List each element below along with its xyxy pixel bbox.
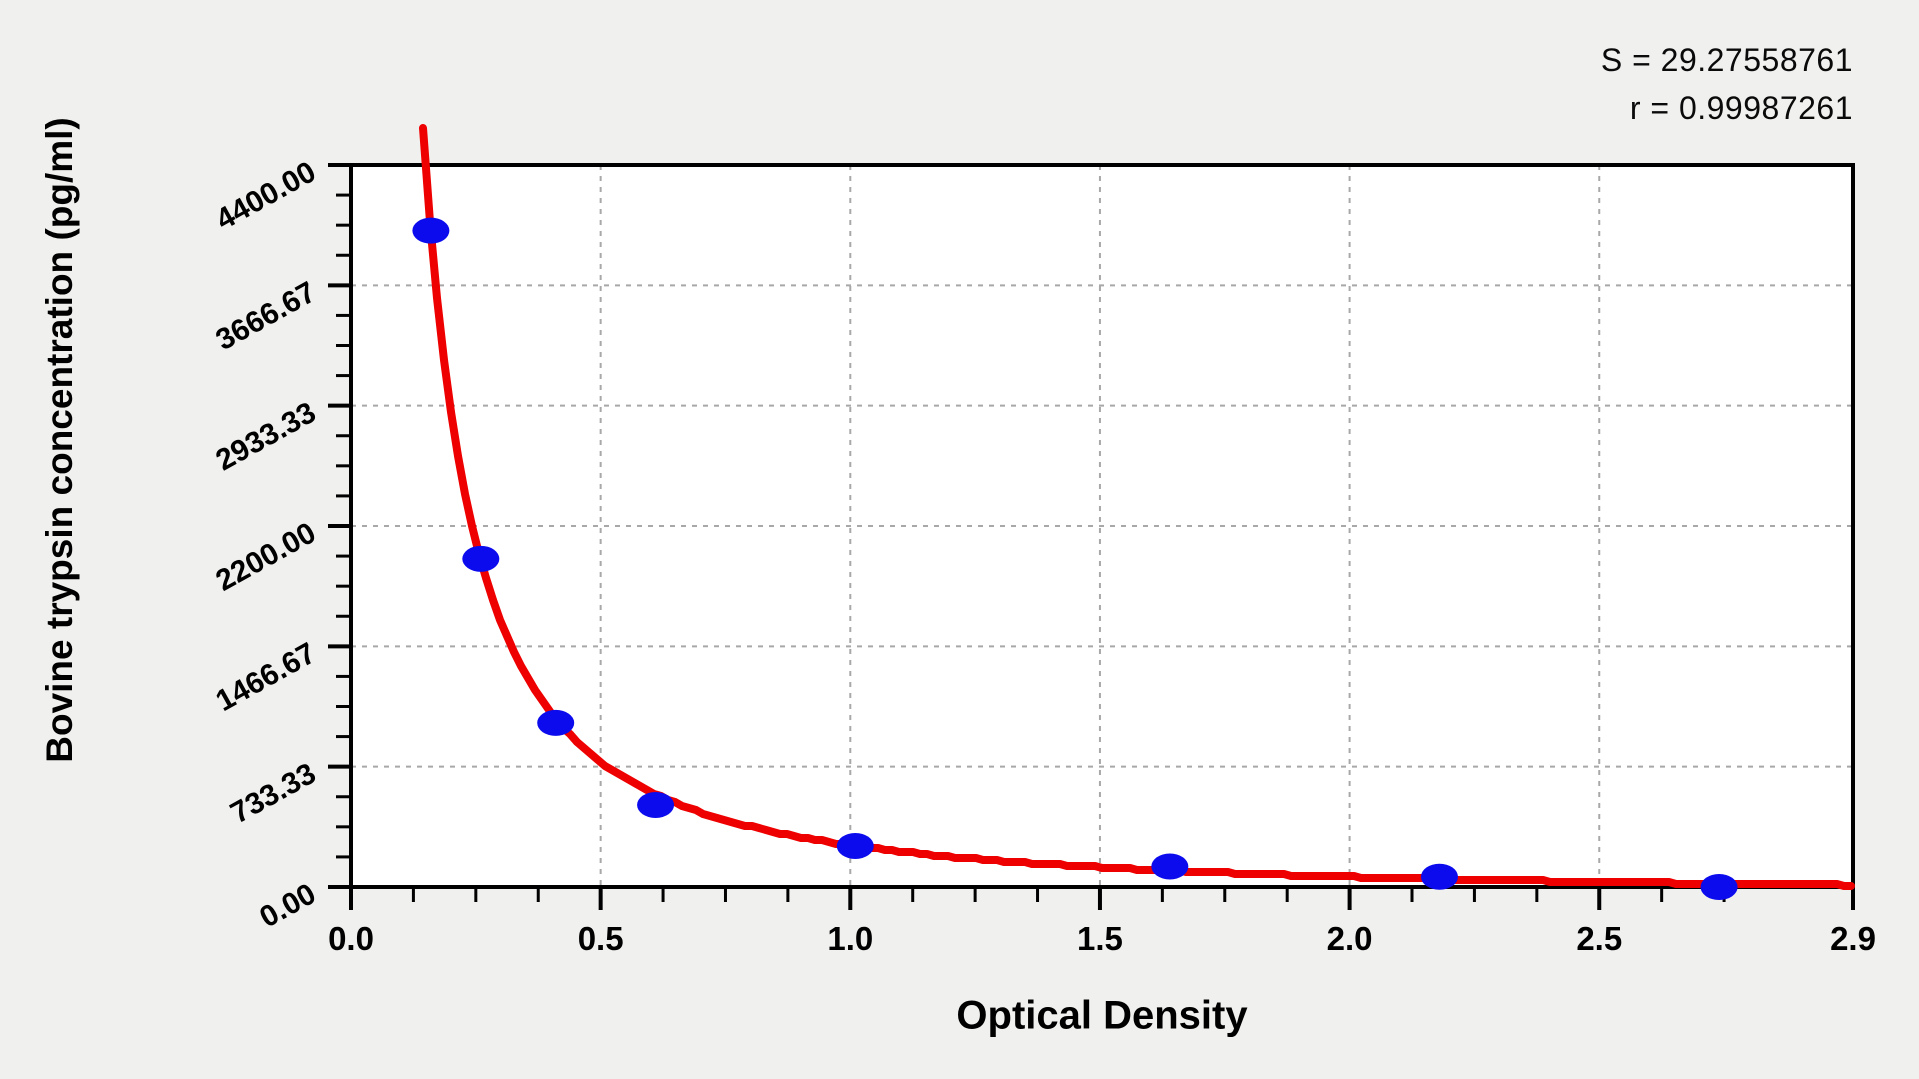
data-point [537, 709, 575, 736]
stats-r-value: r = 0.99987261 [1629, 90, 1853, 126]
data-point [1420, 863, 1458, 890]
y-tick-label: 3666.67 [211, 276, 322, 357]
y-tick-label: 2200.00 [211, 516, 322, 597]
stats-s-value: S = 29.27558761 [1600, 42, 1853, 78]
y-tick-label: 1466.67 [211, 637, 322, 718]
y-tick-label: 0.00 [254, 877, 321, 934]
data-point [1151, 853, 1189, 880]
x-tick-label: 1.5 [1077, 920, 1123, 957]
data-point [637, 791, 675, 818]
data-point [412, 217, 450, 244]
fit-statistics: S = 29.27558761 r = 0.99987261 [1601, 36, 1853, 132]
x-axis-title: Optical Density [956, 993, 1248, 1038]
plot-frame [349, 163, 1855, 889]
x-tick-label: 2.5 [1576, 920, 1622, 957]
x-tick-label: 0.0 [328, 920, 374, 957]
data-point [462, 545, 500, 572]
x-tick-label: 0.5 [578, 920, 624, 957]
y-tick-label: 2933.33 [211, 396, 322, 477]
x-tick-label: 2.9 [1830, 920, 1876, 957]
y-tick-label: 733.33 [225, 757, 321, 830]
y-axis-title: Bovine trypsin concentration (pg/ml) [39, 117, 80, 763]
data-point [1700, 874, 1738, 900]
x-tick-label: 2.0 [1327, 920, 1373, 957]
y-tick-label: 4400.00 [211, 155, 322, 236]
x-tick-label: 1.0 [827, 920, 873, 957]
data-point [836, 832, 874, 859]
